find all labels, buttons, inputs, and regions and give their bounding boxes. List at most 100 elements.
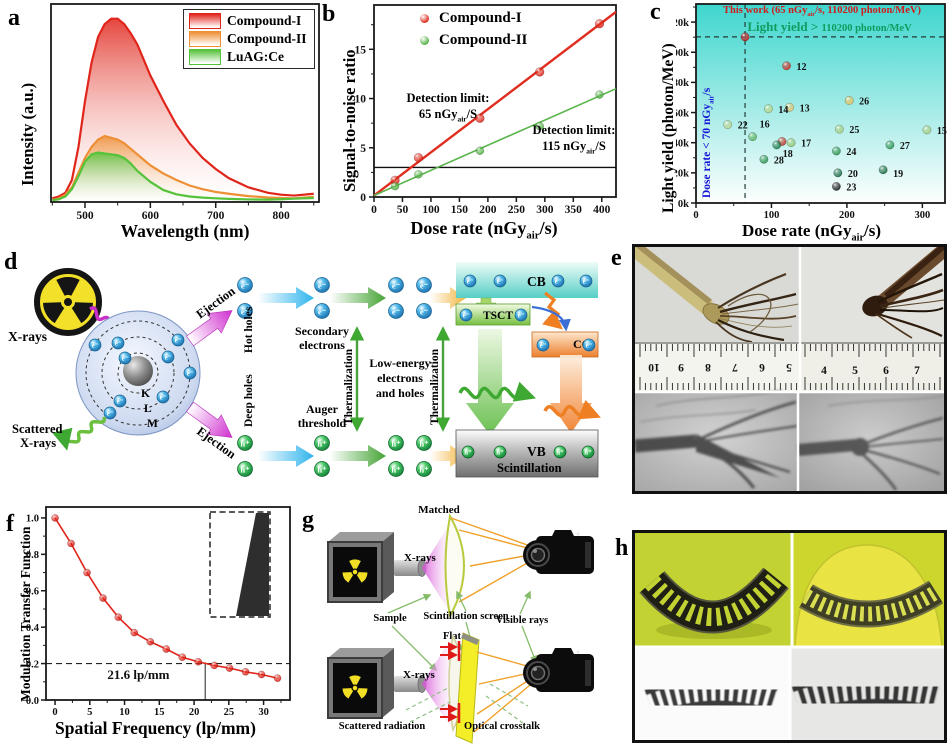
- text-shape: h⁺: [584, 450, 592, 457]
- tick-label: 100: [764, 210, 780, 220]
- hole: h⁺: [416, 461, 432, 477]
- circle-shape: [103, 406, 117, 420]
- tick-label: 0: [371, 204, 377, 216]
- scattered-xray-wave-arrow-icon: [52, 416, 106, 451]
- detection-limit-1-title: Detection limit:: [406, 91, 490, 105]
- text-shape: e⁻: [467, 279, 474, 286]
- legend-label: Compound-I: [439, 10, 522, 26]
- circle-shape: [111, 336, 125, 350]
- mtf-point: [83, 568, 91, 577]
- ref-point-19: [878, 165, 888, 175]
- camera-top-icon: [522, 529, 595, 575]
- text-shape: h⁺: [556, 450, 564, 457]
- hole: h⁺: [388, 435, 404, 451]
- series-line-LuAG:Ce: [52, 151, 314, 202]
- hole: h⁺: [416, 435, 432, 451]
- legend-item: Compound-II: [420, 32, 527, 49]
- mtf-point: [210, 661, 219, 670]
- shell-l-label: L: [144, 403, 152, 415]
- circle-shape: [183, 366, 197, 380]
- circle-shape: [582, 338, 596, 352]
- circle-shape: [314, 277, 330, 293]
- mtf-point: [225, 664, 234, 672]
- panel-e-photos: 10 9 8 7 6 5 4 5 6 7: [632, 244, 947, 494]
- fit-line-Compound-II: [373, 87, 617, 197]
- panel-a-chart: 500 600 700 800: [50, 3, 320, 222]
- deep-hole: h⁺: [237, 461, 253, 477]
- data-point-Compound-II: [535, 121, 544, 131]
- matched-label: Matched: [418, 504, 460, 516]
- text-shape: h⁺: [391, 438, 401, 448]
- tick-label: 23: [846, 182, 856, 193]
- mtf-point: [162, 645, 171, 653]
- text-shape: e⁻: [555, 279, 562, 286]
- tick-label: 12: [797, 62, 807, 73]
- text-shape: e⁻: [540, 343, 547, 350]
- data-point-Compound-I: [594, 19, 605, 29]
- mtf-point: [257, 670, 266, 679]
- tick-label: 0.0: [26, 696, 39, 707]
- legend-label: LuAG:Ce: [227, 49, 284, 64]
- data-point-Compound-II: [595, 90, 604, 99]
- shell-k-orbit: [117, 352, 159, 394]
- panel-e-border: [632, 244, 947, 494]
- ref-point-23: [831, 181, 841, 191]
- orange-emission-arrow-icon: [550, 355, 592, 433]
- panel-b-legend: Compound-I Compound-II: [420, 10, 527, 49]
- orange-photon-wave-icon: [543, 399, 601, 420]
- text-shape: e⁻: [318, 306, 327, 316]
- series-line-Compound-I: [52, 17, 314, 200]
- ref-point-12: [782, 61, 791, 71]
- tick-label: 10: [355, 94, 367, 106]
- panel-f-chart: 21.6 lp/mm 0 5 10 15 20 25 30 0.0 0.2 0.4 0.6 0.8 1.0: [26, 506, 291, 718]
- legend-dot-compound2-icon: [420, 36, 429, 45]
- tick-label: 27: [900, 141, 910, 152]
- mtf-point: [114, 613, 123, 622]
- vb-label: VB: [527, 444, 546, 459]
- ruler-left: [635, 342, 800, 391]
- detection-limit-2: Detection limit: 115 nGyair/S: [516, 122, 632, 157]
- electron: e⁻: [388, 277, 404, 293]
- electron: e⁻: [161, 350, 175, 364]
- text-shape: e⁻: [241, 306, 250, 316]
- circle-shape: [416, 461, 432, 477]
- root-plant-right: [862, 244, 947, 339]
- xrays-bottom-label: X-rays: [403, 669, 435, 681]
- shell-l-orbit: [101, 336, 175, 410]
- legend-item: Compound-II: [189, 31, 307, 47]
- tick-label: 0.2: [26, 659, 39, 670]
- thermalization-right-label: Thermalization: [429, 348, 441, 425]
- scattered-paths-icon: [405, 683, 529, 725]
- electron: e⁻: [416, 303, 432, 319]
- circle-shape: [314, 435, 330, 451]
- circle-shape: [536, 338, 550, 352]
- panel-c-title: This work (65 nGyair/s, 110200 photon/Me…: [723, 5, 921, 19]
- electron: e⁻: [493, 274, 507, 288]
- text-shape: e⁻: [117, 399, 124, 406]
- hot-electron: e⁻: [237, 277, 253, 293]
- nucleus: [123, 356, 153, 386]
- ruler-number-right: 6: [883, 365, 889, 377]
- ref-point-18: [772, 140, 782, 150]
- tick-label: 25: [849, 125, 859, 136]
- tick-label: 0: [52, 707, 57, 718]
- panel-g-diagram: X-rays Matched Sample Scintillation scre…: [290, 504, 595, 744]
- ejection-arrow-top-icon: [186, 310, 233, 347]
- collimator-top: [394, 560, 422, 576]
- scattered-label-1: Scattered: [12, 422, 62, 436]
- hole: h⁺: [553, 445, 567, 459]
- panel-letter-d: d: [4, 249, 18, 275]
- collimator-bottom: [394, 676, 422, 692]
- circle-shape: [118, 351, 132, 365]
- text-shape: e⁻: [463, 313, 470, 320]
- panel-a-ylabel: Intensity (a.u.): [18, 82, 37, 186]
- circle-shape: [237, 277, 253, 293]
- ref-point-16: [748, 132, 758, 142]
- hot-holes-label: Hot holes: [243, 306, 255, 353]
- circle-shape: [314, 303, 330, 319]
- legend-label: Compound-I: [227, 13, 302, 28]
- electron: e⁻: [171, 333, 185, 347]
- panel-c-dose-rate-note: Dose rate < 70 nGyair/s: [701, 87, 716, 198]
- hole: h⁺: [388, 461, 404, 477]
- electron: e⁻: [314, 277, 330, 293]
